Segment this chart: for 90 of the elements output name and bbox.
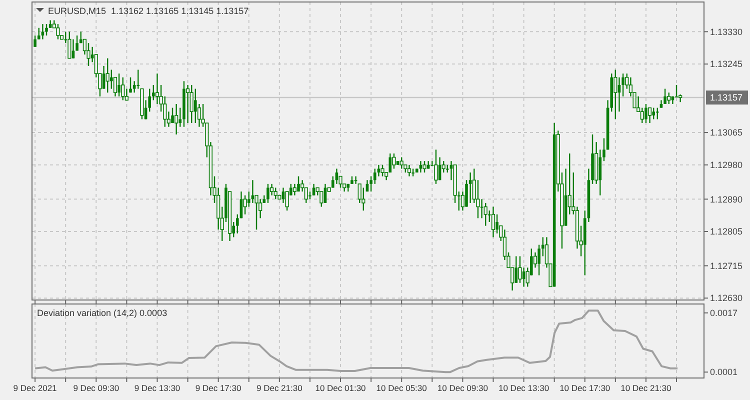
candlestick [292, 183, 296, 196]
candlestick [285, 190, 289, 212]
candlestick [538, 244, 540, 276]
candlestick [491, 206, 496, 238]
candlestick [652, 107, 655, 120]
candlestick [34, 34, 36, 48]
candlestick [178, 107, 182, 128]
candlestick [496, 214, 498, 234]
chart-title: Deviation variation (14,2) 0.0003 [37, 308, 168, 318]
candlestick [602, 138, 606, 162]
candlestick [664, 88, 666, 105]
candlestick [644, 103, 648, 124]
x-tick-label: 10 Dec 05:30 [376, 383, 428, 393]
candlestick [377, 164, 380, 177]
candlestick [518, 256, 522, 284]
candlestick [132, 80, 136, 94]
candlestick [640, 107, 644, 124]
candlestick [598, 149, 602, 196]
candlestick [320, 190, 324, 208]
candlestick [152, 84, 155, 101]
candlestick [186, 84, 190, 124]
candlestick [45, 23, 48, 36]
candlestick [110, 69, 113, 90]
candlestick [370, 176, 372, 192]
candlestick [274, 187, 278, 200]
candlestick [656, 107, 659, 120]
candlestick [102, 65, 106, 90]
candlestick [484, 202, 488, 226]
candlestick [362, 187, 366, 212]
candlestick [667, 92, 671, 105]
candlestick [266, 183, 270, 204]
y-tick-label: 1.12805 [710, 226, 743, 237]
candlestick [675, 84, 678, 98]
candlestick [86, 42, 90, 67]
candlestick [614, 69, 618, 120]
y-tick-label: 1.12630 [710, 293, 743, 304]
candlestick [56, 23, 60, 40]
candlestick [312, 183, 316, 196]
ref-line-label: 1.13157 [710, 92, 743, 103]
y-tick-label: 1.12980 [710, 160, 743, 170]
x-tick-label: 9 Dec 17:30 [195, 383, 242, 393]
y-tick-label: 1.13245 [710, 59, 743, 70]
candlestick [297, 176, 300, 192]
candlestick [106, 58, 110, 94]
text: EURUSD,M15 1.13162 1.13165 1.13145 1.13157 [48, 6, 249, 16]
candlestick [76, 34, 78, 52]
candlestick [648, 107, 652, 124]
candlestick [148, 88, 151, 112]
x-tick-label: 10 Dec 13:30 [498, 383, 550, 393]
candlestick [41, 23, 44, 40]
candlestick [243, 194, 247, 215]
candlestick [118, 72, 120, 97]
candlestick [190, 84, 194, 124]
candlestick [324, 183, 327, 204]
x-tick-label: 10 Dec 17:30 [560, 383, 610, 393]
y-tick-label: 0.0001 [710, 367, 738, 378]
candlestick [514, 256, 518, 284]
candlestick [171, 107, 174, 124]
candlestick [68, 31, 72, 59]
y-tick-label: 1.12715 [710, 260, 743, 271]
candlestick [434, 149, 438, 185]
x-tick-label: 10 Dec 09:30 [437, 383, 488, 393]
candlestick [194, 88, 197, 124]
candlestick [174, 103, 178, 136]
candlestick [388, 152, 392, 174]
x-tick-label: 10 Dec 01:30 [315, 383, 366, 393]
candlestick [468, 172, 472, 204]
y-tick-label: 1.13065 [710, 128, 743, 138]
candlestick [72, 38, 75, 59]
x-tick-label: 9 Dec 2021 [13, 383, 58, 393]
candlestick [480, 198, 484, 219]
x-tick-label: 9 Dec 09:30 [73, 383, 120, 393]
y-tick-label: 1.12890 [710, 194, 743, 204]
line-series [34, 310, 679, 374]
x-tick-label: 9 Dec 21:30 [256, 383, 303, 393]
candlestick [407, 164, 412, 177]
candlestick [129, 76, 132, 94]
y-tick-label: 1.13330 [710, 26, 743, 37]
candlestick [400, 156, 404, 170]
candlestick [236, 214, 239, 234]
x-tick-label: 10 Dec 21:30 [620, 383, 672, 393]
candlestick [121, 76, 125, 101]
candlestick [392, 152, 396, 170]
x-tick-label: 9 Dec 13:30 [134, 383, 180, 393]
candlestick [422, 160, 426, 174]
candlestick [373, 168, 376, 185]
y-tick-label: 0.0017 [710, 308, 738, 318]
candlestick [270, 183, 274, 196]
candlestick [37, 27, 40, 40]
candlestick [380, 164, 384, 177]
